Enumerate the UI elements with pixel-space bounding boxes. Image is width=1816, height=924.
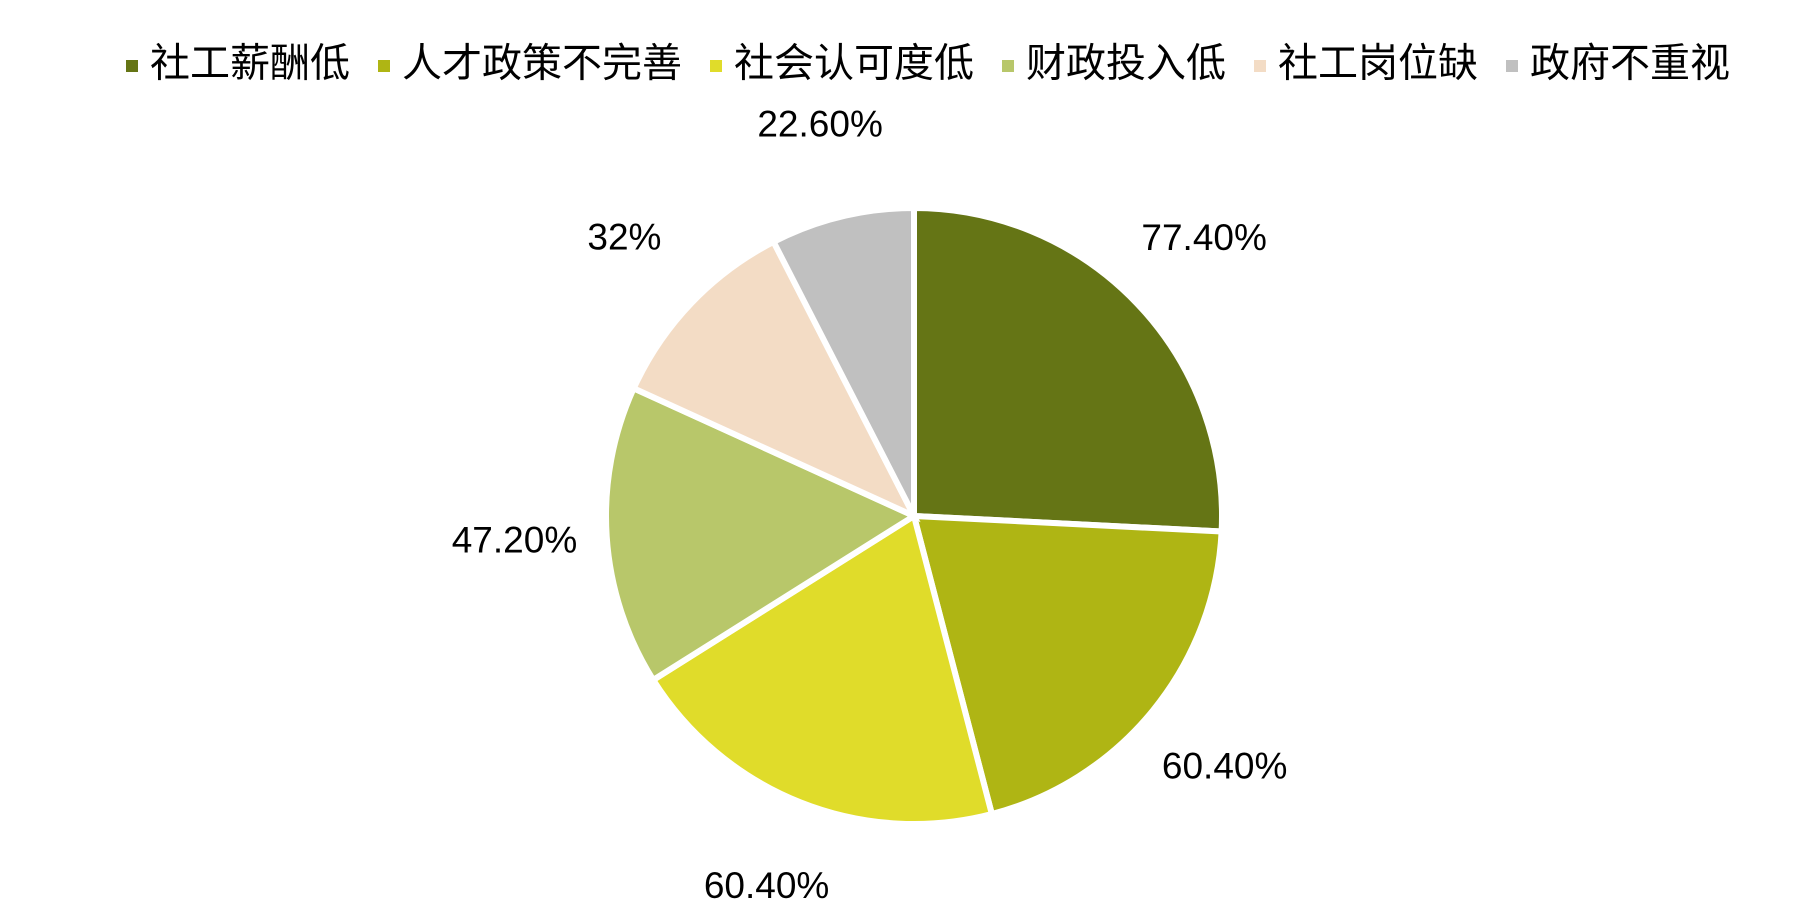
- pie-slice: [769, 204, 917, 518]
- legend-label: 社工岗位缺: [1278, 42, 1478, 86]
- legend-label: 社会认可度低: [734, 42, 974, 86]
- legend-marker: [378, 60, 390, 72]
- legend-label: 财政投入低: [1026, 42, 1226, 86]
- legend-marker: [710, 60, 722, 72]
- data-label: 60.40%: [704, 865, 830, 906]
- pie-slice: [629, 237, 921, 523]
- legend: 社工薪酬低 人才政策不完善 社会认可度低 财政投入低 社工岗位缺 政府不重视: [126, 42, 1730, 86]
- data-label: 77.40%: [1141, 217, 1267, 258]
- pie-slice: [911, 204, 1225, 535]
- legend-label: 社工薪酬低: [150, 42, 350, 86]
- data-label: 22.60%: [757, 104, 883, 145]
- legend-label: 人才政策不完善: [402, 42, 682, 86]
- legend-marker: [126, 60, 138, 72]
- legend-label: 政府不重视: [1530, 42, 1730, 86]
- pie-slice: [910, 512, 1225, 818]
- pie-slice: [649, 511, 996, 827]
- legend-marker: [1506, 60, 1518, 72]
- legend-marker: [1002, 60, 1014, 72]
- data-label: 47.20%: [452, 520, 578, 561]
- pie-slice: [603, 384, 921, 685]
- data-label: 32%: [587, 216, 661, 257]
- data-label: 60.40%: [1162, 745, 1288, 786]
- legend-marker: [1254, 60, 1266, 72]
